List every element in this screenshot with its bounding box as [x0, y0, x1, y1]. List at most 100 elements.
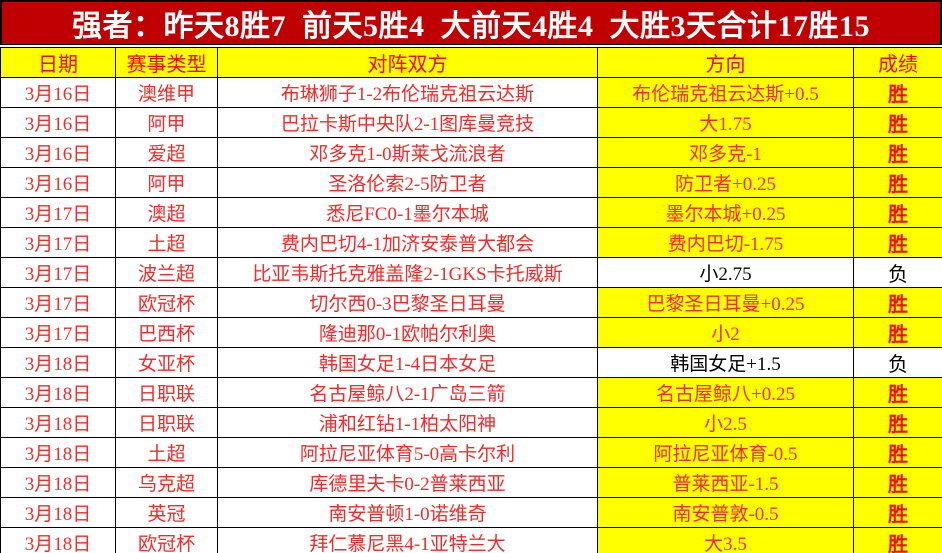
cell-league: 英冠 — [115, 497, 218, 528]
cell-date: 3月18日 — [0, 437, 116, 468]
cell-result: 胜 — [853, 167, 942, 198]
cell-direction: 邓多克-1 — [597, 137, 854, 168]
cell-direction: 小2 — [597, 317, 854, 348]
cell-league: 阿甲 — [115, 167, 218, 198]
cell-result: 胜 — [853, 287, 942, 318]
cell-direction: 普莱西亚-1.5 — [597, 467, 854, 498]
cell-result: 胜 — [853, 137, 942, 168]
cell-direction: 小2.5 — [597, 407, 854, 438]
cell-league: 澳维甲 — [115, 77, 218, 108]
cell-direction: 名古屋鲸八+0.25 — [597, 377, 854, 408]
cell-league: 土超 — [115, 227, 218, 258]
cell-direction: 巴黎圣日耳曼+0.25 — [597, 287, 854, 318]
cell-date: 3月18日 — [0, 347, 116, 378]
cell-match: 名古屋鲸八2-1广岛三箭 — [217, 377, 598, 408]
cell-date: 3月17日 — [0, 287, 116, 318]
cell-result: 胜 — [853, 497, 942, 528]
cell-date: 3月16日 — [0, 77, 116, 108]
summary-banner: 强者：昨天8胜7 前天5胜4 大前天4胜4 大胜3天合计17胜15 — [0, 0, 942, 45]
cell-direction: 防卫者+0.25 — [597, 167, 854, 198]
cell-match: 隆迪那0-1欧帕尔利奥 — [217, 317, 598, 348]
header-match: 对阵双方 — [217, 47, 598, 78]
cell-result: 胜 — [853, 467, 942, 498]
cell-direction: 大1.75 — [597, 107, 854, 138]
header-direction: 方向 — [597, 47, 854, 78]
cell-match: 比亚韦斯托克雅盖隆2-1GKS卡托威斯 — [217, 257, 598, 288]
cell-match: 南安普顿1-0诺维奇 — [217, 497, 598, 528]
cell-result: 胜 — [853, 107, 942, 138]
table-row: 3月18日 乌克超 库德里夫卡0-2普莱西亚 普莱西亚-1.5 胜 — [0, 467, 942, 498]
cell-match: 拜仁慕尼黑4-1亚特兰大 — [217, 527, 598, 553]
cell-date: 3月18日 — [0, 467, 116, 498]
cell-match: 浦和红钻1-1柏太阳神 — [217, 407, 598, 438]
cell-match: 布琳狮子1-2布伦瑞克祖云达斯 — [217, 77, 598, 108]
results-table-body: 3月16日 澳维甲 布琳狮子1-2布伦瑞克祖云达斯 布伦瑞克祖云达斯+0.5 胜… — [0, 77, 942, 553]
cell-result: 胜 — [853, 407, 942, 438]
cell-league: 波兰超 — [115, 257, 218, 288]
cell-date: 3月16日 — [0, 167, 116, 198]
cell-match: 切尔西0-3巴黎圣日耳曼 — [217, 287, 598, 318]
results-table: 日期 赛事类型 对阵双方 方向 成绩 3月16日 澳维甲 布琳狮子1-2布伦瑞克… — [0, 47, 942, 553]
cell-match: 库德里夫卡0-2普莱西亚 — [217, 467, 598, 498]
table-row: 3月18日 英冠 南安普顿1-0诺维奇 南安普敦-0.5 胜 — [0, 497, 942, 528]
cell-result: 胜 — [853, 317, 942, 348]
cell-match: 韩国女足1-4日本女足 — [217, 347, 598, 378]
table-row: 3月17日 波兰超 比亚韦斯托克雅盖隆2-1GKS卡托威斯 小2.75 负 — [0, 257, 942, 288]
header-date: 日期 — [0, 47, 116, 78]
cell-league: 土超 — [115, 437, 218, 468]
table-row: 3月18日 土超 阿拉尼亚体育5-0高卡尔利 阿拉尼亚体育-0.5 胜 — [0, 437, 942, 468]
cell-result: 胜 — [853, 527, 942, 553]
cell-date: 3月17日 — [0, 317, 116, 348]
table-row: 3月16日 阿甲 巴拉卡斯中央队2-1图库曼竞技 大1.75 胜 — [0, 107, 942, 138]
cell-direction: 阿拉尼亚体育-0.5 — [597, 437, 854, 468]
cell-direction: 费内巴切-1.75 — [597, 227, 854, 258]
table-row: 3月17日 欧冠杯 切尔西0-3巴黎圣日耳曼 巴黎圣日耳曼+0.25 胜 — [0, 287, 942, 318]
cell-date: 3月18日 — [0, 527, 116, 553]
cell-direction: 大3.5 — [597, 527, 854, 553]
cell-direction: 韩国女足+1.5 — [597, 347, 854, 378]
cell-date: 3月17日 — [0, 197, 116, 228]
cell-match: 圣洛伦索2-5防卫者 — [217, 167, 598, 198]
table-row: 3月16日 阿甲 圣洛伦索2-5防卫者 防卫者+0.25 胜 — [0, 167, 942, 198]
cell-direction: 布伦瑞克祖云达斯+0.5 — [597, 77, 854, 108]
summary-banner-text: 强者：昨天8胜7 前天5胜4 大前天4胜4 大胜3天合计17胜15 — [72, 10, 870, 43]
table-row: 3月17日 土超 费内巴切4-1加济安泰普大都会 费内巴切-1.75 胜 — [0, 227, 942, 258]
cell-date: 3月18日 — [0, 377, 116, 408]
cell-direction: 南安普敦-0.5 — [597, 497, 854, 528]
cell-result: 胜 — [853, 437, 942, 468]
cell-league: 巴西杯 — [115, 317, 218, 348]
cell-league: 女亚杯 — [115, 347, 218, 378]
cell-date: 3月18日 — [0, 407, 116, 438]
cell-league: 爱超 — [115, 137, 218, 168]
cell-date: 3月17日 — [0, 227, 116, 258]
cell-league: 乌克超 — [115, 467, 218, 498]
table-row: 3月16日 爱超 邓多克1-0斯莱戈流浪者 邓多克-1 胜 — [0, 137, 942, 168]
cell-league: 日职联 — [115, 377, 218, 408]
table-row: 3月18日 欧冠杯 拜仁慕尼黑4-1亚特兰大 大3.5 胜 — [0, 527, 942, 553]
cell-result: 负 — [853, 347, 942, 378]
cell-result: 胜 — [853, 377, 942, 408]
table-row: 3月18日 女亚杯 韩国女足1-4日本女足 韩国女足+1.5 负 — [0, 347, 942, 378]
table-row: 3月17日 巴西杯 隆迪那0-1欧帕尔利奥 小2 胜 — [0, 317, 942, 348]
results-table-header: 日期 赛事类型 对阵双方 方向 成绩 — [0, 47, 942, 78]
table-row: 3月18日 日职联 浦和红钻1-1柏太阳神 小2.5 胜 — [0, 407, 942, 438]
cell-league: 欧冠杯 — [115, 287, 218, 318]
cell-direction: 墨尔本城+0.25 — [597, 197, 854, 228]
table-row: 3月16日 澳维甲 布琳狮子1-2布伦瑞克祖云达斯 布伦瑞克祖云达斯+0.5 胜 — [0, 77, 942, 108]
cell-league: 阿甲 — [115, 107, 218, 138]
cell-result: 胜 — [853, 77, 942, 108]
table-row: 3月17日 澳超 悉尼FC0-1墨尔本城 墨尔本城+0.25 胜 — [0, 197, 942, 228]
header-league: 赛事类型 — [115, 47, 218, 78]
cell-result: 胜 — [853, 197, 942, 228]
cell-date: 3月16日 — [0, 107, 116, 138]
cell-date: 3月17日 — [0, 257, 116, 288]
cell-match: 邓多克1-0斯莱戈流浪者 — [217, 137, 598, 168]
table-row: 3月18日 日职联 名古屋鲸八2-1广岛三箭 名古屋鲸八+0.25 胜 — [0, 377, 942, 408]
cell-league: 澳超 — [115, 197, 218, 228]
cell-match: 阿拉尼亚体育5-0高卡尔利 — [217, 437, 598, 468]
header-result: 成绩 — [853, 47, 942, 78]
cell-match: 费内巴切4-1加济安泰普大都会 — [217, 227, 598, 258]
cell-league: 日职联 — [115, 407, 218, 438]
cell-date: 3月18日 — [0, 497, 116, 528]
